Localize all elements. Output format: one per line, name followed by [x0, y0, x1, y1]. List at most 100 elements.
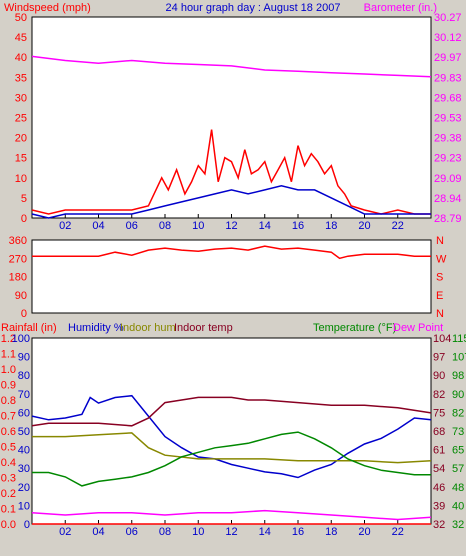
direction-tick-label: 360	[9, 235, 27, 247]
rainfall-tick-label: 0.2	[1, 488, 16, 500]
x-tick-label: 08	[159, 526, 171, 538]
barometer-tick-label: 30.12	[434, 32, 462, 44]
legend-rainfall: Rainfall (in)	[1, 322, 57, 334]
indoor-temp-tick-label: 46	[433, 482, 445, 494]
legend-temperature: Temperature (°F)	[313, 322, 396, 334]
barometer-tick-label: 29.83	[434, 72, 462, 84]
indoor-temp-tick-label: 61	[433, 445, 445, 457]
barometer-line	[31, 55, 432, 78]
x-tick-label: 14	[259, 526, 271, 538]
direction-tick-label: 0	[21, 308, 27, 320]
temperature-tick-label: 82	[452, 407, 464, 419]
rainfall-tick-label: 1.0	[1, 364, 16, 376]
rainfall-tick-label: 0.6	[1, 426, 16, 438]
chart-title: 24 hour graph day : August 18 2007	[166, 2, 341, 14]
indoor-temp-tick-label: 75	[433, 407, 445, 419]
humidity-tick-label: 60	[18, 407, 30, 419]
rainfall-tick-label: 0.1	[1, 504, 16, 516]
temperature-tick-label: 57	[452, 463, 464, 475]
legend-dew-point: Dew Point	[393, 322, 443, 334]
windspeed-tick-label: 20	[15, 133, 27, 145]
x-tick-label: 18	[325, 220, 337, 232]
temperature-line	[32, 431, 431, 487]
indoor-temp-line	[31, 396, 432, 427]
temperature-tick-label: 90	[452, 389, 464, 401]
rainfall-tick-label: 0.7	[1, 411, 16, 423]
barometer-tick-label: 28.94	[434, 193, 462, 205]
rainfall-tick-label: 0.9	[1, 380, 16, 392]
direction-tick-label: 270	[9, 253, 27, 265]
wind-avg-line	[31, 185, 431, 219]
humidity-tick-label: 40	[18, 445, 30, 457]
rainfall-tick-label: 1.2	[1, 333, 16, 345]
barometer-tick-label: 29.53	[434, 113, 462, 125]
indoor-temp-tick-label: 97	[433, 352, 445, 364]
rainfall-tick-label: 1.1	[1, 349, 16, 361]
indoor-temp-tick-label: 90	[433, 370, 445, 382]
rainfall-tick-label: 0.5	[1, 442, 16, 454]
x-tick-label: 12	[225, 526, 237, 538]
x-tick-label: 16	[292, 526, 304, 538]
humidity-tick-label: 10	[18, 500, 30, 512]
windspeed-tick-label: 40	[15, 52, 27, 64]
direction-tick-label: 90	[15, 290, 27, 302]
barometer-tick-label: 28.79	[434, 213, 462, 225]
humidity-tick-label: 50	[18, 426, 30, 438]
x-tick-label: 12	[225, 220, 237, 232]
x-tick-label: 10	[192, 526, 204, 538]
windspeed-tick-label: 0	[21, 213, 27, 225]
barometer-tick-label: 29.97	[434, 52, 462, 64]
rainfall-tick-label: 0.3	[1, 473, 16, 485]
windspeed-tick-label: 10	[15, 173, 27, 185]
indoor-temp-tick-label: 54	[433, 463, 445, 475]
dew-point-line	[31, 509, 432, 521]
x-tick-label: 04	[92, 220, 104, 232]
x-tick-label: 10	[192, 220, 204, 232]
barometer-tick-label: 29.23	[434, 153, 462, 165]
windspeed-tick-label: 30	[15, 92, 27, 104]
indoor-temp-tick-label: 68	[433, 426, 445, 438]
temperature-tick-label: 98	[452, 370, 464, 382]
compass-tick-label: N	[436, 235, 444, 247]
temperature-tick-label: 65	[452, 445, 464, 457]
x-tick-label: 22	[392, 526, 404, 538]
rainfall-tick-label: 0.0	[1, 519, 16, 531]
x-tick-label: 20	[358, 220, 370, 232]
rainfall-tick-label: 0.8	[1, 395, 16, 407]
direction-tick-label: 180	[9, 272, 27, 284]
direction-panel	[31, 239, 432, 314]
windspeed-tick-label: 15	[15, 153, 27, 165]
barometer-tick-label: 29.68	[434, 92, 462, 104]
windspeed-tick-label: 35	[15, 72, 27, 84]
x-tick-label: 06	[126, 220, 138, 232]
barometer-tick-label: 29.09	[434, 173, 462, 185]
windspeed-axis-title: Windspeed (mph)	[4, 2, 91, 14]
wind-direction-line	[32, 245, 431, 260]
x-tick-label: 22	[392, 220, 404, 232]
temp-panel	[31, 337, 432, 525]
x-tick-label: 04	[92, 526, 104, 538]
x-tick-label: 06	[126, 526, 138, 538]
x-tick-label: 18	[325, 526, 337, 538]
windspeed-tick-label: 5	[21, 193, 27, 205]
barometer-tick-label: 29.38	[434, 133, 462, 145]
x-tick-label: 16	[292, 220, 304, 232]
temperature-tick-label: 107	[452, 352, 466, 364]
humidity-tick-label: 100	[12, 333, 30, 345]
temperature-tick-label: 115	[452, 333, 466, 345]
windspeed-tick-label: 45	[15, 32, 27, 44]
indoor-temp-tick-label: 32	[433, 519, 445, 531]
temperature-tick-label: 48	[452, 482, 464, 494]
humidity-tick-label: 0	[24, 519, 30, 531]
x-tick-label: 08	[159, 220, 171, 232]
x-tick-label: 14	[259, 220, 271, 232]
humidity-tick-label: 30	[18, 463, 30, 475]
windspeed-line	[31, 129, 431, 215]
legend-humidity: Humidity %	[68, 322, 124, 334]
indoor-temp-tick-label: 82	[433, 389, 445, 401]
legend-indoor-hum: Indoor hum	[120, 322, 176, 334]
humidity-tick-label: 20	[18, 482, 30, 494]
humidity-line	[31, 394, 432, 479]
